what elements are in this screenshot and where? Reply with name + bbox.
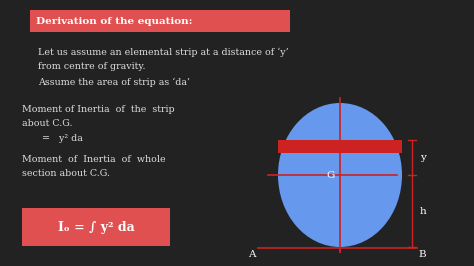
Text: Assume the area of strip as ‘da’: Assume the area of strip as ‘da’: [38, 78, 190, 87]
Text: section about C.G.: section about C.G.: [22, 169, 110, 178]
Text: =   y² da: = y² da: [42, 134, 83, 143]
Text: A: A: [248, 250, 256, 259]
Ellipse shape: [278, 103, 402, 247]
Bar: [22, 208, 170, 246]
Text: Let us assume an elemental strip at a distance of ‘y’: Let us assume an elemental strip at a di…: [38, 48, 289, 57]
Text: h: h: [420, 206, 427, 215]
Text: B: B: [418, 250, 426, 259]
Bar: [30, 10, 290, 32]
Bar: [278, 140, 402, 153]
Text: Moment of Inertia  of  the  strip: Moment of Inertia of the strip: [22, 105, 174, 114]
Text: y: y: [420, 153, 426, 162]
Text: G: G: [326, 171, 334, 180]
Text: Iₒ = ∫ y² da: Iₒ = ∫ y² da: [58, 221, 134, 234]
Text: Derivation of the equation:: Derivation of the equation:: [36, 16, 192, 26]
Text: about C.G.: about C.G.: [22, 119, 73, 128]
Text: Moment  of  Inertia  of  whole: Moment of Inertia of whole: [22, 155, 165, 164]
Text: from centre of gravity.: from centre of gravity.: [38, 62, 146, 71]
